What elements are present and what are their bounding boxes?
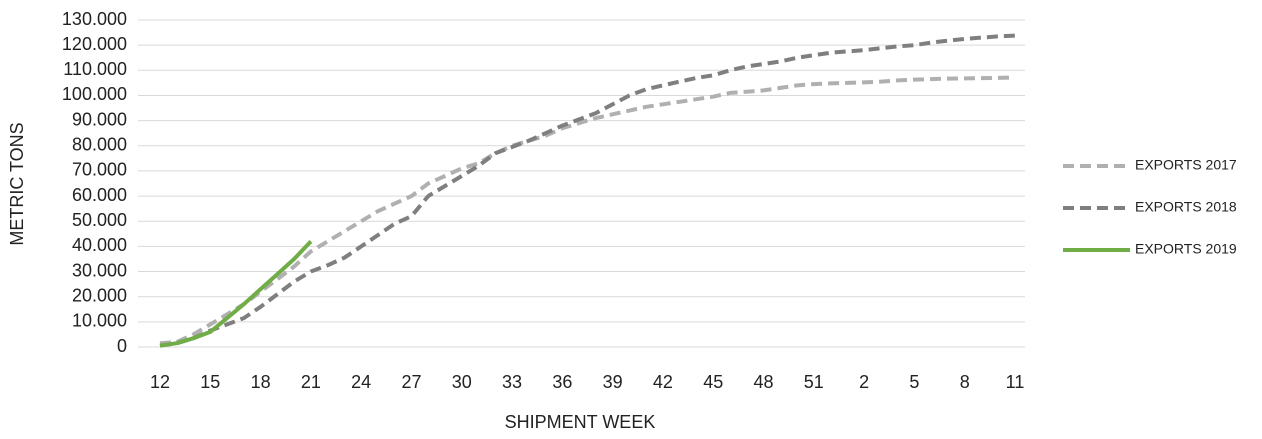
x-tick-label: 36: [552, 372, 572, 392]
legend-label: EXPORTS 2017: [1135, 157, 1237, 173]
y-tick-label: 70.000: [72, 160, 127, 180]
y-tick-label: 30.000: [72, 260, 127, 280]
series-line: [159, 240, 313, 348]
x-tick-label: 15: [200, 372, 220, 392]
x-axis-title: SHIPMENT WEEK: [505, 412, 656, 432]
x-tick-label: 30: [452, 372, 472, 392]
x-tick-label: 5: [909, 372, 919, 392]
y-tick-label: 50.000: [72, 210, 127, 230]
x-tick-label: 48: [754, 372, 774, 392]
x-tick-label: 8: [960, 372, 970, 392]
y-tick-label: 60.000: [72, 185, 127, 205]
y-tick-label: 20.000: [72, 285, 127, 305]
y-axis-title: METRIC TONS: [7, 122, 27, 245]
y-tick-label: 0: [117, 336, 127, 356]
x-tick-label: 12: [150, 372, 170, 392]
x-tick-label: 24: [351, 372, 371, 392]
y-tick-label: 80.000: [72, 135, 127, 155]
series-line: [159, 33, 1016, 348]
y-tick-label: 40.000: [72, 235, 127, 255]
x-tick-label: 21: [301, 372, 321, 392]
x-tick-label: 2: [859, 372, 869, 392]
y-tick-label: 120.000: [62, 34, 127, 54]
legend-label: EXPORTS 2018: [1135, 199, 1237, 215]
x-tick-label: 18: [251, 372, 271, 392]
y-tick-label: 110.000: [63, 59, 127, 79]
x-tick-label: 11: [1006, 372, 1025, 392]
y-tick-label: 10.000: [72, 311, 127, 331]
y-tick-label: 130.000: [62, 9, 127, 29]
legend-label: EXPORTS 2019: [1135, 241, 1237, 257]
x-tick-label: 33: [502, 372, 522, 392]
x-tick-label: 27: [401, 372, 421, 392]
y-tick-label: 100.000: [62, 84, 127, 104]
series-line: [159, 75, 1016, 346]
x-tick-label: 39: [603, 372, 623, 392]
x-tick-label: 51: [804, 372, 824, 392]
y-tick-label: 90.000: [72, 109, 127, 129]
x-tick-label: 45: [703, 372, 723, 392]
x-tick-label: 42: [653, 372, 673, 392]
